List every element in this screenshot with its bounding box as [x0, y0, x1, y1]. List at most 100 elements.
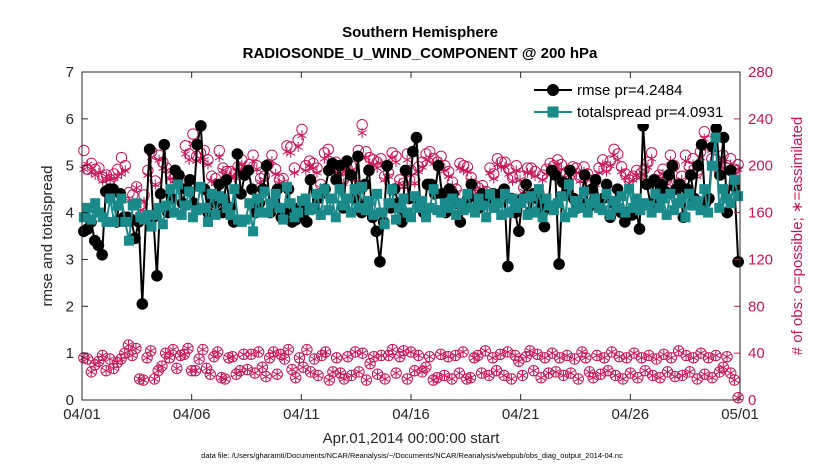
totalspread-point: [206, 188, 217, 199]
totalspread-point: [710, 132, 721, 143]
chart-title: Southern Hemisphere: [342, 24, 498, 41]
y-right-tick-label: 240: [748, 111, 773, 128]
totalspread-point: [176, 209, 187, 220]
obs-assimilated-point: [320, 346, 331, 357]
rmse-point: [184, 173, 196, 186]
rmse-point: [195, 120, 207, 132]
totalspread-point: [229, 184, 240, 195]
obs-assimilated-point: [636, 352, 647, 363]
totalspread-point: [684, 188, 695, 199]
totalspread-point: [609, 195, 620, 206]
obs-assimilated-point: [489, 173, 499, 184]
totalspread-point: [657, 193, 668, 204]
y-right-tick-label: 40: [748, 345, 765, 362]
obs-possible-point: [453, 367, 466, 379]
obs-assimilated-point: [101, 171, 112, 182]
obs-assimilated-point: [613, 154, 623, 165]
obs-possible-point: [554, 352, 566, 364]
obs-assimilated-point: [681, 350, 691, 361]
rmse-point: [600, 178, 613, 191]
totalspread-point: [571, 195, 582, 206]
totalspread-point: [706, 160, 717, 171]
obs-possible-point: [680, 349, 692, 362]
obs-assimilated-point: [272, 369, 282, 380]
obs-possible-point: [96, 349, 109, 362]
obs-assimilated-point: [312, 167, 322, 178]
obs-assimilated-point: [313, 370, 323, 381]
obs-possible-point: [665, 352, 677, 364]
obs-assimilated-point: [588, 372, 598, 383]
obs-assimilated-point: [227, 351, 238, 362]
totalspread-point: [165, 184, 176, 195]
totalspread-point: [567, 207, 578, 218]
obs-assimilated-point: [268, 346, 279, 357]
obs-possible-point: [717, 361, 729, 373]
obs-assimilated-point: [644, 350, 654, 361]
obs-assimilated-point: [317, 350, 327, 361]
legend-rmse-label: rmse pr=4.2484: [577, 82, 682, 99]
totalspread-point: [718, 184, 729, 195]
obs-assimilated-point: [680, 156, 691, 167]
obs-assimilated-point: [209, 351, 219, 362]
obs-possible-point: [264, 352, 276, 364]
obs-assimilated-point: [127, 350, 137, 361]
obs-assimilated-point: [291, 372, 301, 383]
obs-assimilated-point: [293, 141, 303, 152]
obs-assimilated-point: [610, 370, 621, 381]
rmse-point: [717, 131, 730, 144]
totalspread-point: [210, 209, 221, 220]
totalspread-point: [507, 193, 518, 204]
rmse-point: [465, 178, 478, 191]
obs-assimilated-point: [90, 359, 100, 370]
obs-possible-point: [312, 369, 324, 382]
obs-possible-point: [107, 362, 120, 375]
obs-possible-point: [156, 360, 168, 372]
totalspread-point: [315, 209, 326, 220]
obs-assimilated-point: [500, 161, 510, 172]
obs-possible-point: [304, 366, 317, 378]
obs-possible-point: [520, 350, 532, 363]
totalspread-point: [312, 188, 322, 199]
obs-possible-point: [353, 366, 365, 378]
totalspread-point: [413, 202, 424, 213]
totalspread-point: [676, 193, 687, 204]
totalspread-point: [469, 207, 480, 218]
totalspread-point: [251, 193, 262, 204]
obs-assimilated-point: [688, 352, 699, 363]
rmse-point: [714, 169, 726, 181]
totalspread-point: [661, 209, 672, 220]
obs-assimilated-point: [532, 349, 542, 360]
obs-possible-point: [446, 373, 458, 385]
obs-possible-point: [501, 346, 514, 358]
totalspread-point: [424, 202, 435, 213]
totalspread-point: [187, 212, 198, 223]
totalspread-point: [248, 226, 259, 237]
obs-possible-point: [420, 361, 432, 373]
totalspread-point: [406, 212, 416, 223]
totalspread-point: [462, 188, 473, 199]
obs-assimilated-point: [525, 345, 535, 356]
obs-assimilated-point: [97, 350, 108, 361]
totalspread-point: [379, 219, 390, 230]
obs-assimilated-point: [157, 361, 167, 372]
totalspread-point: [180, 200, 191, 211]
obs-possible-point: [587, 372, 599, 384]
x-tick-label: 04/16: [392, 406, 430, 423]
obs-assimilated-point: [496, 161, 506, 172]
totalspread-point: [157, 219, 168, 230]
x-tick-label: 04/21: [502, 406, 540, 423]
obs-assimilated-point: [685, 366, 695, 377]
obs-possible-point: [732, 391, 744, 404]
totalspread-point: [541, 193, 552, 204]
obs-possible-point: [401, 373, 413, 385]
totalspread-point: [635, 205, 646, 216]
y-axis-left-label: rmse and totalspread: [39, 166, 56, 307]
rmse-point: [725, 164, 737, 177]
totalspread-point: [714, 202, 725, 213]
obs-assimilated-point: [380, 373, 390, 384]
obs-assimilated-point: [439, 370, 450, 381]
rmse-point: [352, 150, 364, 163]
obs-assimilated-point: [444, 171, 454, 182]
totalspread-point: [278, 214, 289, 225]
rmse-point: [330, 173, 342, 186]
